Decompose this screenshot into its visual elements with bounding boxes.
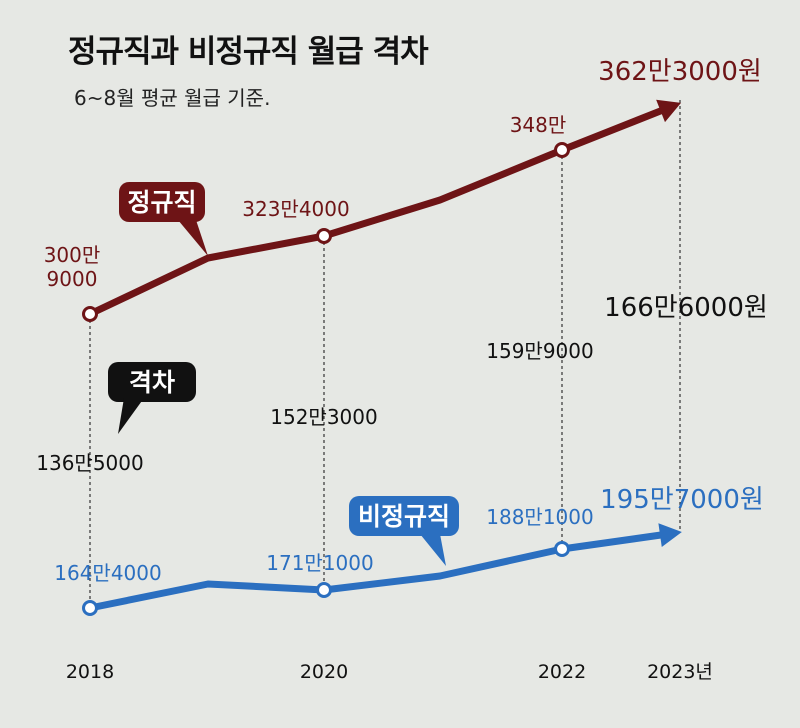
regular-point-2 <box>554 142 570 158</box>
gap-legend-box <box>108 362 196 402</box>
nonregular-legend-label: 비정규직 <box>358 502 450 531</box>
regular-value-label-1: 323만4000 <box>242 197 349 221</box>
regular-value-label-0: 300만 9000 <box>44 243 101 291</box>
gap-value-label-2: 159만9000 <box>486 339 593 363</box>
regular-legend-box <box>119 182 205 222</box>
x-tick-label-1: 2020 <box>300 661 348 683</box>
gap-value-label-3: 166만6000원 <box>604 293 768 323</box>
gap-legend-label: 격차 <box>129 368 175 397</box>
nonregular-value-label-0: 164만4000 <box>54 561 161 585</box>
x-tick-label-0: 2018 <box>66 661 114 683</box>
nonregular-point-1 <box>316 582 332 598</box>
regular-point-0 <box>82 306 98 322</box>
gap-value-label-0: 136만5000 <box>36 451 143 475</box>
regular-arrow-head <box>656 99 682 123</box>
regular-legend-tail <box>178 220 208 256</box>
gap-value-label-1: 152만3000 <box>270 405 377 429</box>
nonregular-point-0 <box>82 600 98 616</box>
gap-legend-callout: 격차 <box>108 362 196 434</box>
nonregular-legend-callout: 비정규직 <box>349 496 459 566</box>
nonregular-series-line <box>86 530 672 612</box>
nonregular-value-label-3: 195만7000원 <box>600 485 764 515</box>
nonregular-legend-box <box>349 496 459 536</box>
nonregular-point-2 <box>554 541 570 557</box>
regular-legend-callout: 정규직 <box>119 182 208 256</box>
nonregular-value-label-2: 188만1000 <box>486 505 593 529</box>
chart-subtitle: 6~8월 평균 월급 기준. <box>74 86 271 110</box>
regular-value-label-2: 348만 <box>510 113 567 137</box>
regular-value-label-3: 362만3000원 <box>598 57 762 87</box>
x-tick-label-2: 2022 <box>538 661 586 683</box>
nonregular-legend-tail <box>420 534 446 566</box>
regular-legend-label: 정규직 <box>127 188 196 217</box>
regular-series-line <box>86 104 672 318</box>
chart-title: 정규직과 비정규직 월급 격차 <box>68 34 429 70</box>
gap-legend-tail <box>118 398 144 434</box>
nonregular-value-label-1: 171만1000 <box>266 551 373 575</box>
regular-point-1 <box>316 228 332 244</box>
nonregular-arrow-head <box>658 523 682 548</box>
x-tick-label-3: 2023년 <box>647 661 713 683</box>
